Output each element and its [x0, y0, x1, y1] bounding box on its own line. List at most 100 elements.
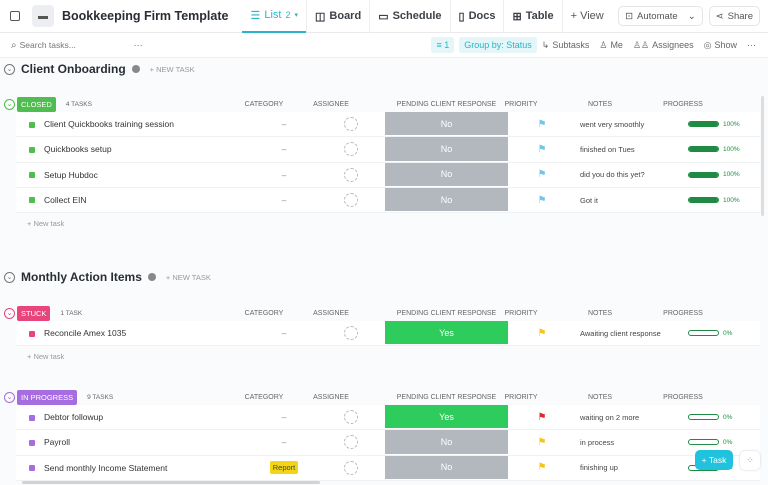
column-header-assignee[interactable]: ASSIGNEE: [313, 100, 349, 108]
add-assignee-icon[interactable]: [344, 117, 358, 132]
show-button[interactable]: ◎ Show: [703, 39, 737, 51]
status-dot[interactable]: [29, 146, 35, 153]
priority-flag-icon[interactable]: ⚑: [537, 194, 547, 206]
table-row[interactable]: Quickbooks setup – No ⚑ finished on Tues…: [16, 137, 760, 163]
tab-list[interactable]: ☰ List 2 ▾: [242, 0, 306, 33]
category-empty[interactable]: –: [281, 195, 287, 206]
column-header-pending[interactable]: PENDING CLIENT RESPONSE: [396, 309, 497, 317]
me-button[interactable]: ♙ Me: [599, 39, 623, 51]
category-empty[interactable]: –: [281, 412, 287, 423]
status-dot[interactable]: [29, 414, 35, 421]
add-view-button[interactable]: + View: [561, 0, 612, 33]
task-name[interactable]: Send monthly Income Statement: [44, 462, 168, 473]
category-tag[interactable]: Report: [269, 461, 299, 475]
notes-cell[interactable]: finishing up: [580, 463, 618, 473]
priority-flag-icon[interactable]: ⚑: [537, 411, 547, 423]
tab-board[interactable]: ◫ Board: [306, 0, 369, 33]
collapse-icon[interactable]: ⌄: [4, 98, 15, 110]
vertical-scrollbar[interactable]: [761, 96, 764, 216]
column-header-progress[interactable]: PROGRESS: [663, 100, 703, 108]
category-cell[interactable]: Report: [264, 456, 304, 480]
assignee-cell[interactable]: [342, 188, 360, 212]
notes-cell[interactable]: Got it: [580, 195, 598, 205]
column-header-category[interactable]: CATEGORY: [244, 393, 284, 401]
status-dot[interactable]: [29, 121, 35, 128]
horizontal-scrollbar[interactable]: [22, 481, 320, 484]
status-dot[interactable]: [29, 172, 35, 179]
task-name[interactable]: Debtor followup: [44, 412, 104, 423]
column-header-priority[interactable]: PRIORITY: [504, 393, 538, 401]
task-name[interactable]: Collect EIN: [44, 195, 87, 206]
share-button[interactable]: ⋖ Share: [708, 6, 760, 26]
column-header-notes[interactable]: NOTES: [587, 100, 613, 108]
category-empty[interactable]: –: [281, 437, 287, 448]
pending-client-response-cell[interactable]: No: [385, 455, 508, 480]
pending-client-response-cell[interactable]: Yes: [385, 321, 508, 346]
info-icon[interactable]: [131, 65, 140, 73]
column-header-pending[interactable]: PENDING CLIENT RESPONSE: [396, 100, 497, 108]
assignee-cell[interactable]: [342, 321, 360, 345]
add-task-button[interactable]: + Task: [695, 450, 733, 470]
add-assignee-icon[interactable]: [344, 167, 358, 182]
notes-cell[interactable]: in process: [580, 437, 615, 447]
category-empty[interactable]: –: [281, 119, 287, 130]
new-task-button[interactable]: + NEW TASK: [165, 272, 211, 282]
add-assignee-icon[interactable]: [344, 193, 358, 208]
add-assignee-icon[interactable]: [344, 460, 358, 475]
search-input[interactable]: [19, 40, 120, 50]
status-dot[interactable]: [29, 330, 35, 337]
priority-flag-icon[interactable]: ⚑: [537, 462, 547, 474]
column-header-priority[interactable]: PRIORITY: [504, 309, 538, 317]
table-row[interactable]: Send monthly Income Statement Report No …: [16, 455, 760, 481]
task-name[interactable]: Setup Hubdoc: [44, 169, 98, 180]
notes-cell[interactable]: waiting on 2 more: [580, 412, 640, 422]
table-row[interactable]: Payroll – No ⚑ in process 0%: [16, 430, 760, 456]
assignee-cell[interactable]: [342, 163, 360, 187]
automate-button[interactable]: ⊡ Automate ⌄: [618, 6, 703, 26]
status-dot[interactable]: [29, 197, 35, 204]
subtasks-button[interactable]: ↳ Subtasks: [541, 39, 590, 51]
category-cell[interactable]: –: [264, 188, 304, 212]
notes-cell[interactable]: finished on Tues: [580, 144, 635, 154]
assignee-cell[interactable]: [342, 405, 360, 429]
assignee-cell[interactable]: [342, 456, 360, 480]
pending-client-response-cell[interactable]: No: [385, 430, 508, 455]
new-task-button[interactable]: + NEW TASK: [149, 64, 195, 74]
task-name[interactable]: Client Quickbooks training session: [44, 119, 174, 130]
category-cell[interactable]: –: [264, 321, 304, 345]
add-assignee-icon[interactable]: [344, 410, 358, 425]
tab-schedule[interactable]: ▭ Schedule: [369, 0, 449, 33]
pending-client-response-cell[interactable]: No: [385, 187, 508, 213]
status-dot[interactable]: [29, 439, 35, 446]
category-cell[interactable]: –: [264, 405, 304, 429]
category-cell[interactable]: –: [264, 137, 304, 161]
pending-client-response-cell[interactable]: Yes: [385, 405, 508, 430]
notes-cell[interactable]: Awaiting client response: [580, 328, 661, 338]
category-cell[interactable]: –: [264, 163, 304, 187]
assignee-cell[interactable]: [342, 137, 360, 161]
status-badge[interactable]: CLOSED: [17, 96, 56, 112]
pending-client-response-cell[interactable]: No: [385, 162, 508, 187]
collapse-icon[interactable]: ⌄: [4, 307, 15, 319]
notes-cell[interactable]: went very smoothly: [580, 119, 645, 129]
sidebar-toggle-icon[interactable]: [10, 11, 20, 21]
column-header-notes[interactable]: NOTES: [587, 393, 613, 401]
assignee-cell[interactable]: [342, 430, 360, 454]
column-header-priority[interactable]: PRIORITY: [504, 100, 538, 108]
column-header-pending[interactable]: PENDING CLIENT RESPONSE: [396, 393, 497, 401]
column-header-assignee[interactable]: ASSIGNEE: [313, 393, 349, 401]
notes-cell[interactable]: did you do this yet?: [580, 170, 645, 180]
collapse-icon[interactable]: ⌄: [4, 271, 15, 283]
tab-docs[interactable]: ▯ Docs: [449, 0, 504, 33]
table-row[interactable]: Setup Hubdoc – No ⚑ did you do this yet?…: [16, 162, 760, 188]
task-name[interactable]: Reconcile Amex 1035: [44, 328, 127, 339]
priority-flag-icon[interactable]: ⚑: [537, 143, 547, 155]
table-row[interactable]: Collect EIN – No ⚑ Got it 100%: [16, 187, 760, 214]
apps-icon[interactable]: ⁘: [740, 451, 760, 470]
column-header-category[interactable]: CATEGORY: [244, 100, 284, 108]
tab-table[interactable]: ⊞ Table: [503, 0, 561, 33]
category-empty[interactable]: –: [281, 328, 287, 339]
info-icon[interactable]: [147, 273, 156, 281]
category-cell[interactable]: –: [264, 112, 304, 136]
table-row[interactable]: Client Quickbooks training session – No …: [16, 112, 760, 138]
